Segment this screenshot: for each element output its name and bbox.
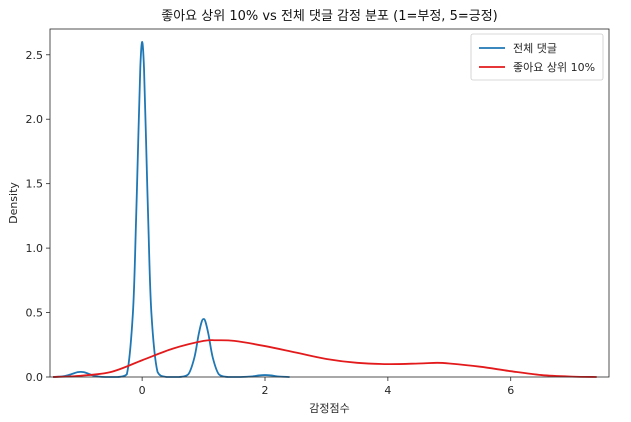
chart-title: 좋아요 상위 10% vs 전체 댓글 감정 분포 (1=부정, 5=긍정) [161, 9, 497, 24]
series-line-all-comments [53, 40, 290, 378]
y-tick-label: 2.5 [26, 49, 44, 62]
x-tick-label: 0 [139, 384, 146, 397]
y-tick-label: 0.5 [26, 307, 44, 320]
y-tick-label: 0.0 [26, 371, 44, 384]
plot-frame [49, 28, 610, 378]
legend-label-top-liked: 좋아요 상위 10% [513, 61, 595, 74]
y-axis-label: Density [7, 182, 20, 224]
legend-box [470, 33, 604, 81]
legend: 전체 댓글 좋아요 상위 10% [470, 33, 604, 81]
y-axis-ticks: 0.0 0.5 1.0 1.5 2.0 2.5 [26, 49, 50, 384]
y-tick-label: 1.0 [26, 242, 44, 255]
series-line-top-liked [53, 339, 597, 378]
legend-label-all-comments: 전체 댓글 [513, 42, 557, 55]
y-tick-label: 2.0 [26, 113, 44, 126]
x-axis-label: 감정점수 [309, 402, 349, 415]
x-tick-label: 4 [384, 384, 391, 397]
x-tick-label: 2 [262, 384, 269, 397]
x-axis-ticks: 0 2 4 6 [139, 377, 514, 397]
series-layer [53, 40, 597, 378]
x-tick-label: 6 [507, 384, 514, 397]
y-tick-label: 1.5 [26, 178, 44, 191]
